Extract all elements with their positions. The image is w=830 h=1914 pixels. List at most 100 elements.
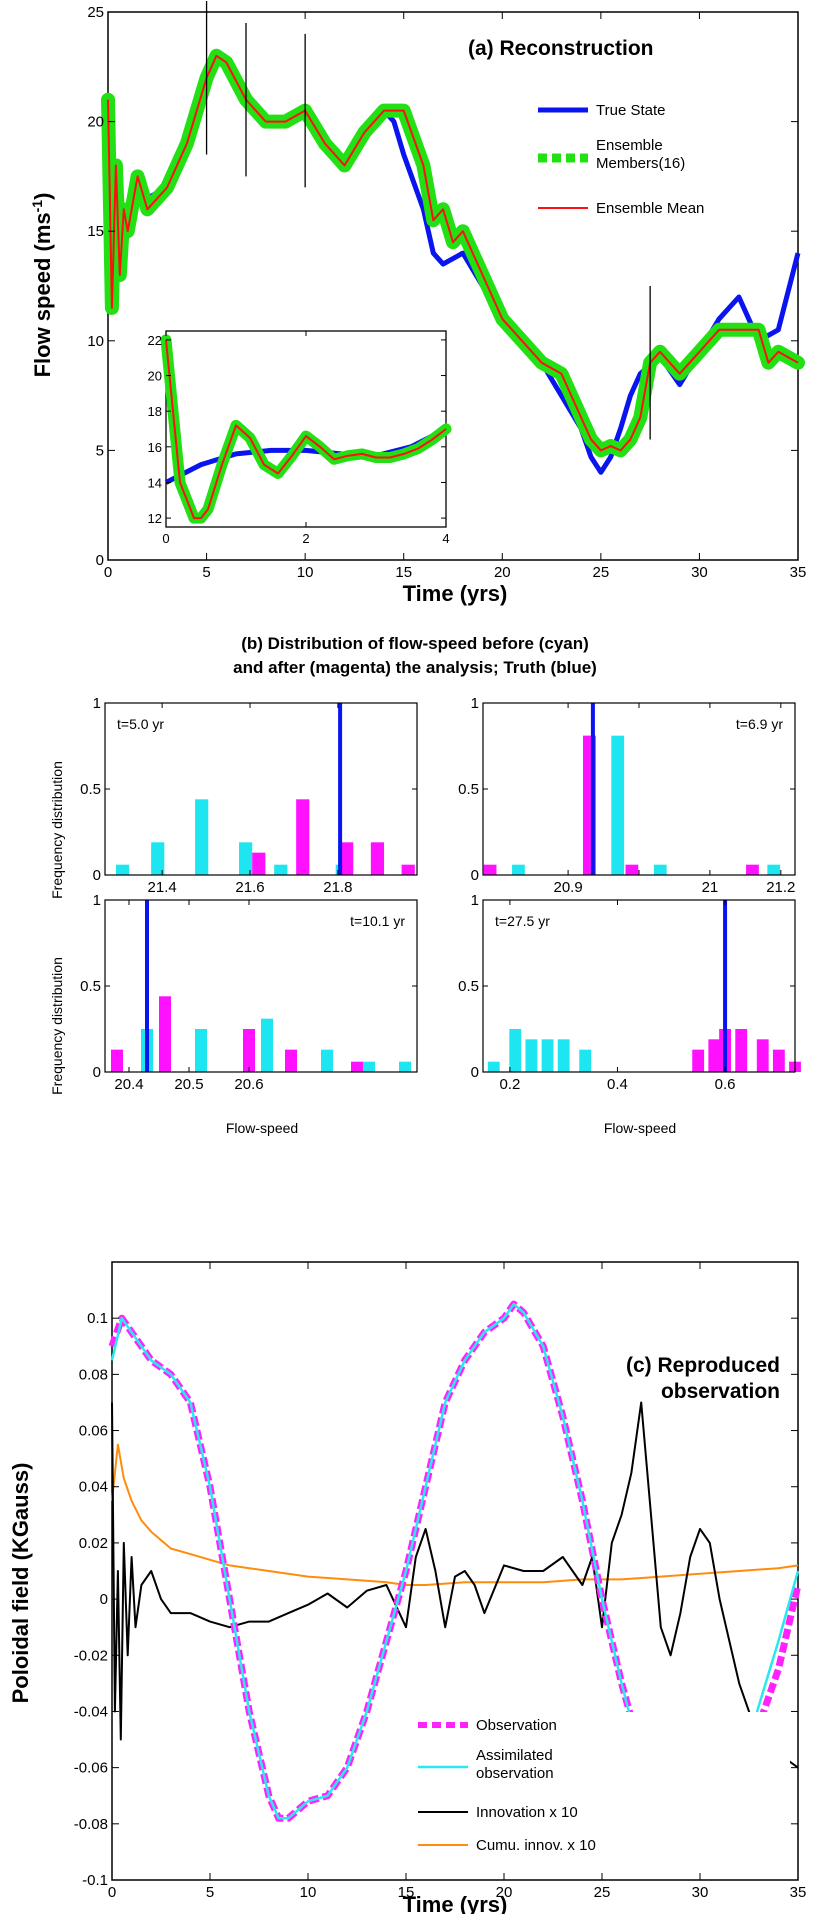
subplot-6.9yr: 20.9 21 21.200.51t=6.9 yr	[458, 695, 796, 896]
bar-before	[525, 1039, 538, 1072]
xtick-label: 5	[206, 1884, 214, 1901]
xtick-label: 15	[398, 1884, 415, 1901]
bar-before	[611, 735, 625, 875]
legend-true-label: True State	[596, 102, 665, 119]
ytick-label: -0.04	[74, 1703, 108, 1720]
ytick-label: 0.02	[79, 1535, 108, 1552]
bar-before	[321, 1049, 333, 1072]
xtick-label: 30	[691, 564, 708, 581]
panel-b-distributions: (b) Distribution of flow-speed before (c…	[49, 634, 801, 1136]
panel-c-xlabel: Time (yrs)	[403, 1892, 508, 1914]
xtick-label: 21.8	[323, 879, 352, 896]
legend-cumulative-label: Cumu. innov. x 10	[476, 1837, 596, 1854]
panel-b-title-line1: (b) Distribution of flow-speed before (c…	[241, 634, 589, 653]
xtick-label: 4	[442, 531, 449, 546]
bar-before	[195, 1029, 207, 1072]
xtick-label: 2	[302, 531, 309, 546]
subplot-time-label: t=10.1 yr	[350, 913, 405, 929]
xtick-label: 10	[297, 564, 314, 581]
xtick-label: 21.4	[148, 879, 177, 896]
ytick-label: 1	[93, 695, 101, 712]
xtick-label: 35	[790, 564, 807, 581]
subplot-yticks: 00.51	[458, 892, 795, 1081]
bar-after	[340, 842, 354, 875]
subplot-xticks: 21.4 21.6 21.8	[148, 703, 353, 896]
ytick-label: -0.06	[74, 1760, 108, 1777]
ytick-label: 10	[87, 333, 104, 350]
xtick-label: 0.2	[499, 1076, 520, 1093]
subplot-yticks: 00.51	[458, 695, 795, 884]
ytick-label: 0	[93, 1064, 101, 1081]
xtick-label: 0	[108, 1884, 116, 1901]
subplot-xticks: 20.9 21 21.2	[553, 703, 795, 896]
bar-after	[625, 864, 639, 875]
ytick-label: 0	[96, 552, 104, 569]
bar-after	[252, 852, 266, 875]
panel-c-legend-background	[405, 1712, 790, 1868]
xtick-label: 21	[702, 879, 719, 896]
xtick-label: 0.4	[607, 1076, 628, 1093]
ytick-label: 0.1	[87, 1310, 108, 1327]
ytick-label: 25	[87, 4, 104, 21]
panel-c-title-line1: (c) Reproduced	[626, 1354, 780, 1377]
legend-mean-label: Ensemble Mean	[596, 200, 704, 217]
ytick-label: 0.08	[79, 1366, 108, 1383]
bar-after	[243, 1029, 255, 1072]
inset-xticks: 0 2 4	[162, 331, 450, 546]
bar-after	[159, 996, 171, 1072]
subplot-5.0yr: 21.4 21.6 21.800.51t=5.0 yr	[80, 695, 418, 896]
bar-before	[151, 842, 165, 875]
inset-yticks: 12 14 16 18 20 22	[148, 333, 446, 526]
panel-c-legend: Observation Assimilated observation Inno…	[405, 1712, 790, 1868]
xtick-label: 20	[494, 564, 511, 581]
bar-after	[756, 1039, 769, 1072]
bar-after	[111, 1049, 123, 1072]
legend-assimilated-label-1: Assimilated	[476, 1747, 553, 1764]
xtick-label: 21.6	[235, 879, 264, 896]
ytick-label: 20	[148, 369, 162, 384]
panel-a-xticks: 0 5 10 15 20 25 30 35	[104, 12, 807, 581]
bar-after	[351, 1061, 363, 1072]
ytick-label: 16	[148, 440, 162, 455]
bar-before	[274, 864, 288, 875]
bar-before	[512, 864, 525, 875]
subplot-xticks: 0.2 0.4 0.6	[499, 900, 735, 1093]
panel-a-ylabel: Flow speed (ms-1)	[29, 193, 55, 378]
inset-series	[160, 334, 452, 524]
xtick-label: 20.9	[553, 879, 582, 896]
ytick-label: 5	[96, 442, 104, 459]
ytick-label: 1	[93, 892, 101, 909]
ytick-label: 14	[148, 475, 162, 490]
ytick-label: 0.06	[79, 1423, 108, 1440]
subplot-yticks: 00.51	[80, 892, 417, 1081]
bar-before	[239, 842, 253, 875]
series-cumulative-innovation-line	[111, 1443, 799, 1586]
bar-before	[487, 1061, 500, 1072]
ytick-label: 1	[471, 695, 479, 712]
panel-b-ylabel-bottom: Frequency distribution	[49, 957, 65, 1095]
xtick-label: 0	[162, 531, 169, 546]
bar-before	[261, 1018, 273, 1072]
subplot-27.5yr: 0.2 0.4 0.600.51t=27.5 yr	[458, 892, 801, 1093]
legend-members-label-1: Ensemble	[596, 137, 663, 154]
xtick-label: 20.4	[114, 1076, 143, 1093]
bar-after	[285, 1049, 297, 1072]
panel-b-xlabel-right: Flow-speed	[604, 1120, 676, 1136]
ytick-label: 20	[87, 114, 104, 131]
ytick-label: 12	[148, 511, 162, 526]
panel-a-inset: 0 2 4 12 14 16 18 20 22	[148, 330, 452, 546]
panel-c-title-line2: observation	[661, 1380, 780, 1403]
legend-observation-label: Observation	[476, 1717, 557, 1734]
panel-a-series	[101, 48, 805, 475]
xtick-label: 30	[692, 1884, 709, 1901]
xtick-label: 25	[594, 1884, 611, 1901]
ytick-label: 0	[100, 1591, 108, 1608]
panel-c-xticks: 0 5 10 15 20 25 30 35	[108, 1262, 806, 1901]
panel-b-xlabel-left: Flow-speed	[226, 1120, 298, 1136]
ytick-label: 0.5	[80, 781, 101, 798]
xtick-label: 20	[496, 1884, 513, 1901]
panel-b-title-line2: and after (magenta) the analysis; Truth …	[233, 658, 597, 677]
bar-after	[483, 864, 497, 875]
